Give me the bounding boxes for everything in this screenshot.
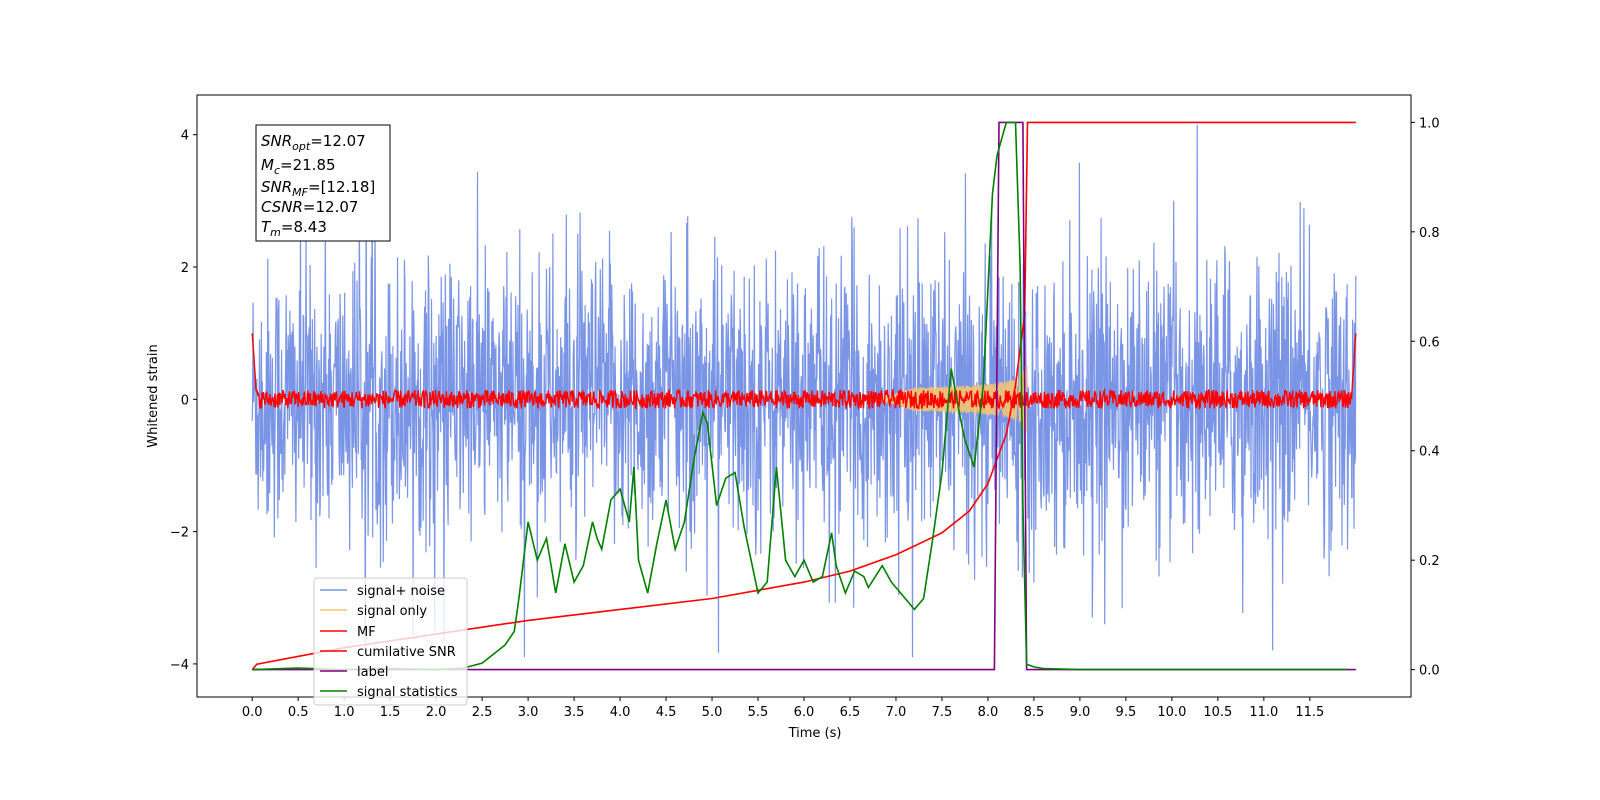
legend-item: cumilative SNR <box>320 645 456 660</box>
legend-label: label <box>357 665 388 680</box>
legend-label: MF <box>357 625 376 640</box>
y-left-tick-label: 2 <box>181 261 189 276</box>
y-right-tick-label: 0.0 <box>1419 664 1440 679</box>
x-axis-label: Time (s) <box>788 726 842 741</box>
x-tick-label: 5.5 <box>748 705 769 720</box>
info-box-frame <box>255 124 391 242</box>
y-right-tick-label: 0.4 <box>1419 445 1440 460</box>
legend-label: signal only <box>357 604 427 619</box>
x-tick-label: 0.5 <box>288 705 309 720</box>
x-tick-label: 1.5 <box>380 705 401 720</box>
y-left-tick-label: 4 <box>181 129 189 144</box>
legend-frame <box>313 577 468 706</box>
x-tick-label: 11.5 <box>1295 705 1324 720</box>
legend-item: label <box>320 665 388 680</box>
info-snr-mf: SNRMF=[12.18] <box>261 178 375 199</box>
signal-plus-noise-line <box>251 124 1357 658</box>
legend-label: cumilative SNR <box>357 645 456 660</box>
y-axis-left: −4 −2 0 2 4 <box>170 129 197 673</box>
y-right-tick-label: 0.2 <box>1419 554 1440 569</box>
x-tick-label: 6.0 <box>794 705 815 720</box>
x-tick-label: 1.0 <box>334 705 355 720</box>
x-tick-label: 0.0 <box>242 705 263 720</box>
x-axis: 0.0 0.5 1.0 1.5 2.0 2.5 3.0 3.5 4.0 4.5 5.0 5.5 6.0 6… <box>242 697 1324 720</box>
legend-item: MF <box>320 625 376 640</box>
y-axis-right: 0.0 0.2 0.4 0.6 0.8 1.0 <box>1411 116 1440 679</box>
x-tick-label: 10.5 <box>1203 705 1232 720</box>
info-csnr: CSNR=12.07 <box>261 198 358 216</box>
x-tick-label: 3.0 <box>518 705 539 720</box>
info-mc: Mc=21.85 <box>261 156 336 177</box>
x-tick-label: 11.0 <box>1249 705 1278 720</box>
info-box: SNRopt=12.07 Mc=21.85 SNRMF=[12.18] CSNR… <box>255 124 391 242</box>
signal-only-line <box>877 366 1027 433</box>
y-axis-label: Whitened strain <box>146 344 161 447</box>
x-tick-label: 9.5 <box>1116 705 1137 720</box>
x-tick-label: 4.0 <box>610 705 631 720</box>
signal-statistics-line <box>252 121 1347 671</box>
info-tm: Tm=8.43 <box>261 218 327 239</box>
x-tick-label: 7.0 <box>886 705 907 720</box>
legend-item: signal only <box>320 604 427 619</box>
series-signal-plus-noise <box>251 124 1357 658</box>
legend-label: signal+ noise <box>357 584 445 599</box>
info-snr-opt: SNRopt=12.07 <box>261 132 366 153</box>
x-tick-label: 5.0 <box>702 705 723 720</box>
x-tick-label: 8.0 <box>978 705 999 720</box>
x-tick-label: 3.5 <box>564 705 585 720</box>
x-tick-label: 8.5 <box>1024 705 1045 720</box>
mf-line <box>251 333 1357 411</box>
x-tick-label: 7.5 <box>932 705 953 720</box>
y-left-tick-label: −2 <box>170 526 189 541</box>
x-tick-label: 2.0 <box>426 705 447 720</box>
x-tick-label: 2.5 <box>472 705 493 720</box>
legend-item: signal statistics <box>320 685 458 700</box>
x-tick-label: 9.0 <box>1070 705 1091 720</box>
y-right-tick-label: 0.6 <box>1419 335 1440 350</box>
x-tick-label: 4.5 <box>656 705 677 720</box>
legend-label: signal statistics <box>357 685 458 700</box>
series-signal-only <box>877 366 1027 433</box>
y-right-tick-label: 1.0 <box>1419 116 1440 131</box>
series-mf <box>251 333 1357 411</box>
y-left-tick-label: −4 <box>170 658 189 673</box>
y-left-tick-label: 0 <box>181 393 189 408</box>
y-right-tick-label: 0.8 <box>1419 226 1440 241</box>
series-signal-statistics <box>252 121 1347 671</box>
legend: signal+ noise signal only MF cumilative … <box>313 577 468 706</box>
x-tick-label: 10.0 <box>1157 705 1186 720</box>
legend-item: signal+ noise <box>320 584 445 599</box>
x-tick-label: 6.5 <box>840 705 861 720</box>
